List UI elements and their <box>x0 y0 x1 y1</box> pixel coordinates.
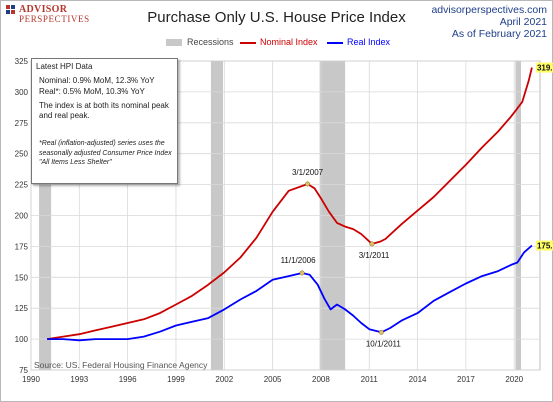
source-note: Source: US. Federal Housing Finance Agen… <box>34 360 208 370</box>
y-tick-label: 150 <box>15 273 29 282</box>
end-label-box <box>535 62 553 73</box>
annotation-marker <box>378 329 384 335</box>
legend-swatch-recessions <box>166 39 182 46</box>
y-tick-label: 225 <box>15 181 29 190</box>
annotation-label: 3/1/2011 <box>359 251 390 260</box>
infobox-text: The index is at both its nominal peak an… <box>39 101 169 120</box>
y-tick-label: 275 <box>15 119 29 128</box>
infobox-nominal: Nominal: 0.9% MoM, 12.3% YoY <box>39 76 155 85</box>
logo: ADVISOR PERSPECTIVES <box>6 4 126 28</box>
series-line-real <box>47 244 533 342</box>
x-tick-label: 2017 <box>457 375 475 384</box>
annotation-marker <box>369 241 375 247</box>
end-value-label: 175.7 <box>537 242 553 251</box>
legend-swatch-nominal <box>240 42 256 44</box>
infobox-title: Latest HPI Data <box>36 62 93 71</box>
logo-line-2: PERSPECTIVES <box>19 14 90 24</box>
x-tick-label: 2011 <box>361 375 379 384</box>
end-label-box <box>535 240 553 251</box>
y-tick-label: 100 <box>15 335 29 344</box>
latest-hpi-box: Latest HPI Data Nominal: 0.9% MoM, 12.3%… <box>31 58 178 184</box>
x-tick-label: 1999 <box>167 375 185 384</box>
legend-label-nominal: Nominal Index <box>260 37 318 47</box>
infobox-real: Real*: 0.5% MoM, 10.3% YoY <box>39 87 145 96</box>
site-info: advisorperspectives.com April 2021 As of… <box>431 4 547 40</box>
x-tick-label: 2008 <box>312 375 330 384</box>
y-tick-label: 75 <box>19 366 28 375</box>
annotation-label: 3/1/2007 <box>292 168 324 177</box>
legend: Recessions Nominal Index Real Index <box>0 37 553 49</box>
series-line-nominal <box>46 67 533 340</box>
y-tick-label: 125 <box>15 304 29 313</box>
legend-label-real: Real Index <box>347 37 391 47</box>
legend-swatch-real <box>327 42 343 44</box>
x-tick-label: 2002 <box>215 375 233 384</box>
annotation-label: 11/1/2006 <box>281 256 317 265</box>
chart-title: Purchase Only U.S. House Price Index <box>147 9 406 26</box>
y-tick-label: 200 <box>15 212 29 221</box>
y-tick-label: 325 <box>15 57 29 66</box>
x-tick-label: 1996 <box>119 375 137 384</box>
annotation-marker <box>305 181 311 187</box>
y-tick-label: 250 <box>15 150 29 159</box>
x-tick-label: 1990 <box>22 375 40 384</box>
x-tick-label: 1993 <box>70 375 88 384</box>
logo-line-1: ADVISOR <box>19 4 68 15</box>
x-tick-label: 2005 <box>264 375 282 384</box>
y-tick-label: 300 <box>15 88 29 97</box>
x-tick-label: 2020 <box>505 375 523 384</box>
end-value-label: 319.7 <box>537 64 553 73</box>
site-url: advisorperspectives.com <box>431 4 547 16</box>
data-as-of: As of February 2021 <box>451 28 547 40</box>
annotation-marker <box>299 270 305 276</box>
logo-mark-icon <box>6 5 15 14</box>
x-tick-label: 2014 <box>409 375 427 384</box>
y-tick-label: 175 <box>15 242 29 251</box>
infobox-note: *Real (inflation-adjusted) series uses t… <box>39 140 172 166</box>
annotation-label: 10/1/2011 <box>366 339 402 348</box>
legend-label-recessions: Recessions <box>187 37 234 47</box>
publish-date: April 2021 <box>499 16 547 28</box>
